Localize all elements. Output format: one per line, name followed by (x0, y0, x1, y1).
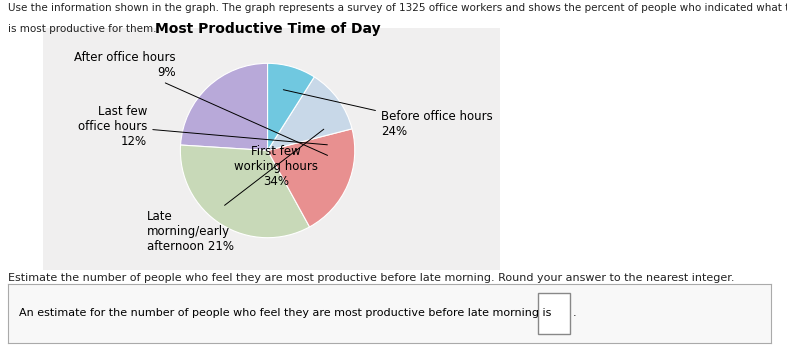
Text: Estimate the number of people who feel they are most productive before late morn: Estimate the number of people who feel t… (8, 273, 734, 283)
Wedge shape (268, 129, 355, 227)
Wedge shape (268, 77, 352, 151)
Title: Most Productive Time of Day: Most Productive Time of Day (155, 22, 380, 36)
Wedge shape (180, 145, 309, 238)
Text: Before office hours
24%: Before office hours 24% (283, 90, 493, 138)
FancyBboxPatch shape (538, 292, 571, 334)
Wedge shape (180, 63, 268, 151)
Text: .: . (573, 308, 576, 318)
Wedge shape (268, 63, 314, 151)
Text: Late
morning/early
afternoon 21%: Late morning/early afternoon 21% (147, 129, 323, 253)
Text: Use the information shown in the graph. The graph represents a survey of 1325 of: Use the information shown in the graph. … (8, 3, 787, 13)
Text: is most productive for them.: is most productive for them. (8, 24, 157, 34)
Text: An estimate for the number of people who feel they are most productive before la: An estimate for the number of people who… (20, 308, 552, 318)
Text: After office hours
9%: After office hours 9% (75, 51, 327, 155)
Text: First few
working hours
34%: First few working hours 34% (235, 145, 318, 188)
Text: Last few
office hours
12%: Last few office hours 12% (78, 104, 327, 148)
